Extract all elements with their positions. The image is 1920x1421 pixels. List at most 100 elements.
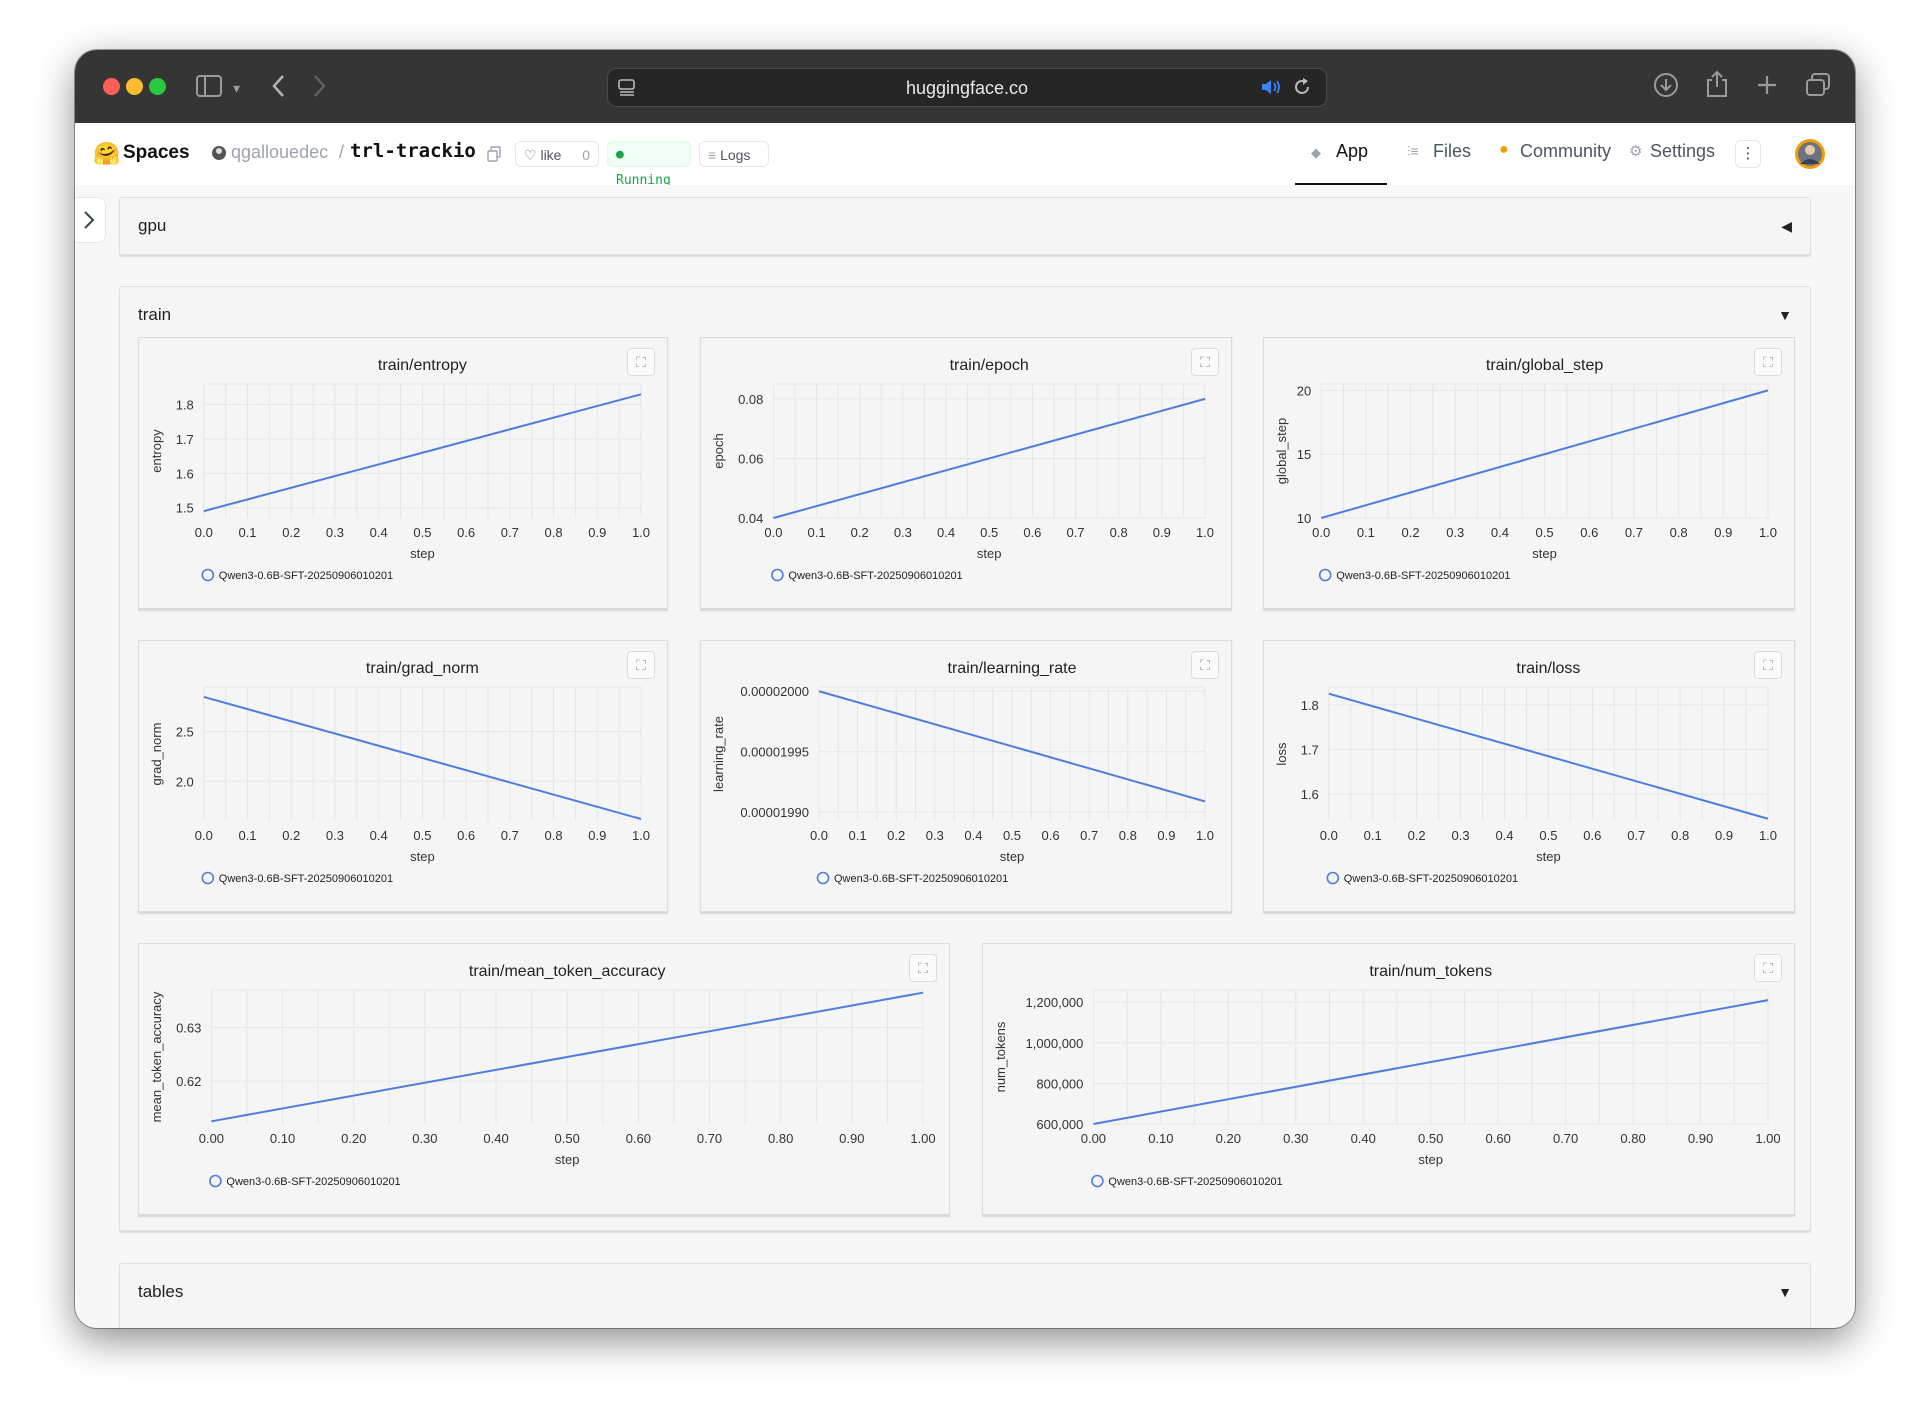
community-icon: ●	[1499, 141, 1509, 158]
new-tab-icon[interactable]	[1756, 74, 1778, 96]
x-tick-label: 1.0	[1196, 828, 1214, 843]
tab-files-label: Files	[1433, 141, 1472, 161]
gpu-section-title: gpu	[138, 216, 167, 235]
x-tick-label: 0.3	[926, 828, 944, 843]
download-icon[interactable]	[1653, 72, 1679, 98]
y-axis-label: epoch	[711, 433, 726, 468]
chart-svg: train/mean_token_accuracy 0.00 0.10 0.20 0.3…	[149, 963, 936, 1188]
like-button[interactable]: ♡ like 0	[515, 141, 599, 167]
browser-window: ▾ huggingface.co	[75, 50, 1855, 1328]
logs-label: Logs	[720, 147, 751, 163]
y-tick-label: 10	[1297, 511, 1311, 526]
chart-svg: train/num_tokens 0.00 0.10 0.20 0.30 0.40 0.50…	[993, 963, 1781, 1188]
address-bar[interactable]: huggingface.co	[607, 68, 1327, 107]
x-tick-label: 1.00	[1755, 1131, 1780, 1146]
legend-marker	[201, 568, 215, 582]
collapse-left-icon[interactable]: ◀	[1781, 218, 1792, 234]
legend-marker	[209, 1174, 222, 1188]
x-tick-label: 0.8	[1671, 828, 1689, 843]
copy-icon[interactable]	[487, 146, 501, 162]
user-avatar[interactable]	[1793, 137, 1827, 171]
chart-title: train/grad_norm	[366, 660, 479, 677]
tab-community[interactable]: ● Community	[1477, 123, 1611, 185]
x-tick-label: 0.8	[1119, 828, 1137, 843]
repo-name[interactable]: trl-trackio	[350, 140, 476, 162]
x-tick-label: 0.7	[1080, 828, 1098, 843]
x-tick-label: 0.70	[697, 1131, 722, 1146]
expand-chart-button[interactable]: ⛶	[627, 651, 655, 679]
close-window-button[interactable]	[103, 78, 120, 95]
legend-label: Qwen3-0.6B-SFT-20250906010201	[1344, 873, 1518, 885]
series-line	[203, 393, 642, 513]
collapse-down-icon[interactable]: ▼	[1778, 307, 1792, 323]
x-tick-label: 0.30	[1283, 1131, 1308, 1146]
expand-chart-button[interactable]: ⛶	[1754, 954, 1782, 982]
x-tick-label: 0.4	[370, 828, 388, 843]
x-tick-label: 0.2	[1402, 525, 1420, 540]
logs-button[interactable]: ≡ Logs	[699, 141, 769, 167]
expand-chart-button[interactable]: ⛶	[1754, 348, 1782, 376]
collapse-down-icon[interactable]: ▼	[1778, 1284, 1792, 1300]
spaces-link[interactable]: Spaces	[123, 142, 190, 163]
chart-panel-grad-norm: ⛶ train/grad_norm 0.0 0.1 0.2 0.3 0.4 0.5 0.6 0.7…	[138, 640, 668, 912]
sidebar-toggle-icon[interactable]	[196, 75, 222, 97]
x-tick-label: 0.1	[238, 828, 256, 843]
x-tick-label: 0.1	[238, 525, 256, 540]
minimize-window-button[interactable]	[126, 78, 143, 95]
gpu-section[interactable]: gpu ◀	[119, 197, 1811, 255]
x-tick-label: 1.0	[1759, 828, 1777, 843]
tab-overview-icon[interactable]	[1805, 72, 1831, 98]
expand-chart-button[interactable]: ⛶	[909, 954, 937, 982]
chart-title: train/global_step	[1486, 357, 1604, 374]
x-tick-label: 0.2	[282, 525, 300, 540]
back-icon[interactable]	[271, 74, 285, 98]
x-tick-label: 0.60	[1486, 1131, 1511, 1146]
tables-section[interactable]: tables ▼	[119, 1263, 1811, 1328]
share-icon[interactable]	[1705, 70, 1729, 98]
owner-link[interactable]: qgallouedec	[231, 142, 329, 162]
series-line	[1320, 389, 1769, 519]
tab-files[interactable]: ⫶≡ Files	[1387, 123, 1477, 185]
reload-icon[interactable]	[1292, 77, 1312, 97]
hugging-face-logo-icon[interactable]: 🤗	[93, 141, 121, 166]
legend-marker	[771, 568, 784, 582]
series-line	[773, 397, 1206, 519]
tab-settings[interactable]: ⚙ Settings	[1613, 123, 1715, 185]
y-tick-label: 0.00001995	[740, 745, 809, 760]
x-tick-label: 0.3	[326, 525, 344, 540]
sidebar-expand-button[interactable]	[75, 197, 106, 243]
chart-svg: train/learning_rate 0.0 0.1 0.2 0.3 0.4 0.5 0.6…	[711, 660, 1214, 885]
speaker-icon[interactable]	[1260, 78, 1282, 96]
tab-app[interactable]: ◆ App	[1295, 123, 1387, 185]
more-menu-button[interactable]: ⋮	[1735, 140, 1761, 168]
expand-chart-button[interactable]: ⛶	[627, 348, 655, 376]
x-tick-label: 0.6	[1023, 525, 1041, 540]
x-tick-label: 0.9	[588, 525, 606, 540]
x-tick-label: 0.7	[1627, 828, 1645, 843]
legend-marker	[201, 871, 215, 885]
heart-icon: ♡	[524, 147, 537, 163]
train-section-title: train	[138, 305, 172, 324]
url-text: huggingface.co	[905, 78, 1029, 98]
expand-chart-button[interactable]: ⛶	[1754, 651, 1782, 679]
status-dot-icon: ●	[616, 147, 624, 162]
x-tick-label: 1.00	[910, 1131, 935, 1146]
y-tick-label: 15	[1297, 447, 1311, 462]
chart-panel-global-step: ⛶ train/global_step 0.0 0.1 0.2 0.3 0.4 0.5 0.6 0…	[1263, 337, 1795, 609]
x-tick-label: 0.1	[1357, 525, 1375, 540]
x-tick-label: 0.4	[937, 525, 955, 540]
expand-chart-button[interactable]: ⛶	[1191, 348, 1219, 376]
zoom-window-button[interactable]	[149, 78, 166, 95]
chart-svg: train/entropy 0.0 0.1 0.2 0.3 0.4 0.5 0.6 0.7 0.8…	[149, 357, 650, 582]
tab-app-label: App	[1336, 141, 1369, 161]
forward-icon[interactable]	[313, 74, 327, 98]
x-tick-label: 0.2	[851, 525, 869, 540]
page-menu-icon[interactable]	[618, 78, 636, 96]
chevron-down-icon[interactable]: ▾	[233, 80, 241, 96]
expand-chart-button[interactable]: ⛶	[1191, 651, 1219, 679]
x-tick-label: 0.9	[588, 828, 606, 843]
series-line	[1328, 692, 1769, 820]
series-line	[818, 690, 1206, 803]
x-tick-label: 0.1	[1364, 828, 1382, 843]
x-tick-label: 0.7	[1066, 525, 1084, 540]
